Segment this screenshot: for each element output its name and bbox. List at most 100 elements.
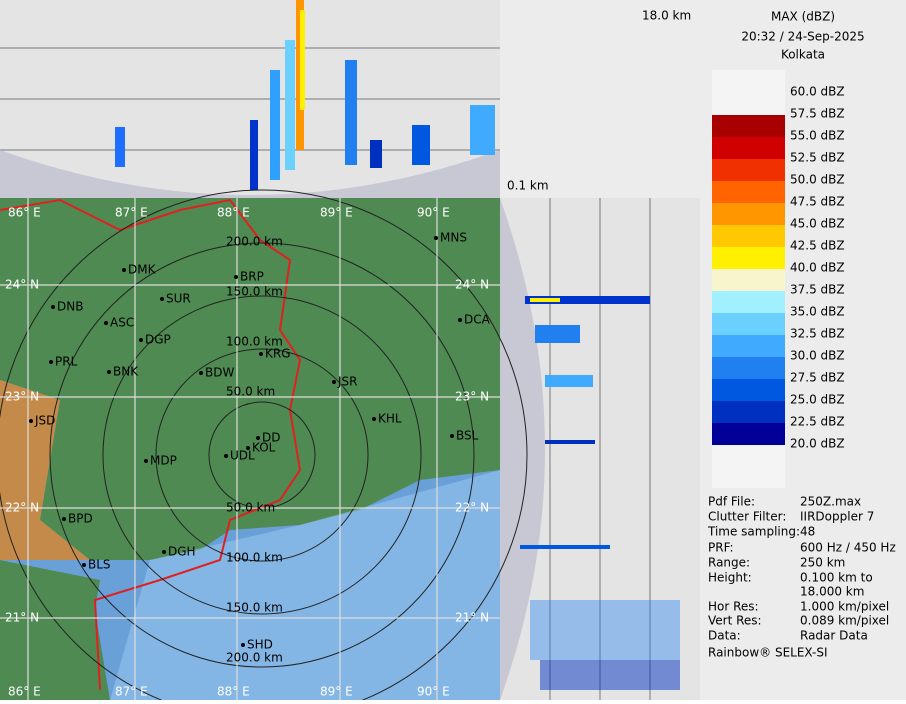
legend-swatch (712, 137, 785, 159)
station-label: BSL (456, 429, 479, 443)
product-title: MAX (dBZ) (771, 10, 835, 24)
station-dot (246, 446, 250, 450)
station-label: JSR (337, 375, 358, 389)
legend-label: 37.5 dBZ (790, 283, 845, 297)
site-name: Kolkata (781, 48, 825, 62)
legend-label: 20.0 dBZ (790, 437, 845, 451)
station-label: ASC (110, 316, 134, 330)
station-dot (241, 643, 245, 647)
info-value: 250 km (800, 556, 845, 570)
info-key: Range: (708, 556, 750, 570)
info-value: 48 (800, 525, 815, 539)
station-label: BLS (88, 558, 111, 572)
lat-label: 23° N (5, 390, 39, 404)
station-dot (107, 370, 111, 374)
station-label: SHD (247, 638, 273, 652)
station-dot (122, 268, 126, 272)
lon-label: 90° E (417, 206, 450, 220)
station-dot (199, 371, 203, 375)
station-label: BNK (113, 365, 139, 379)
station-label: KHL (378, 412, 402, 426)
station-label: BDW (205, 366, 234, 380)
info-value: 0.100 km to (800, 571, 873, 585)
info-key: Time sampling: (707, 525, 800, 539)
ring-label: 150.0 km (226, 285, 283, 299)
legend-swatch (712, 401, 785, 423)
lon-label: 86° E (8, 685, 41, 699)
legend-label: 32.5 dBZ (790, 327, 845, 341)
lat-label: 22° N (455, 501, 489, 515)
legend-label: 42.5 dBZ (790, 239, 845, 253)
legend-label: 47.5 dBZ (790, 195, 845, 209)
station-dot (259, 352, 263, 356)
ring-label: 50.0 km (226, 385, 275, 399)
lat-label: 23° N (455, 390, 489, 404)
info-value: 1.000 km/pixel (800, 600, 889, 614)
lat-label: 24° N (5, 278, 39, 292)
station-label: DCA (464, 313, 491, 327)
lon-label: 87° E (115, 685, 148, 699)
right-profile (500, 198, 700, 700)
legend-label: 30.0 dBZ (790, 349, 845, 363)
legend-label: 35.0 dBZ (790, 305, 845, 319)
station-label: MNS (440, 231, 467, 245)
legend-swatch (712, 335, 785, 357)
legend-swatch (712, 159, 785, 181)
legend-swatch (712, 423, 785, 445)
info-key: Data: (708, 629, 741, 643)
lon-label: 88° E (217, 206, 250, 220)
ring-label: 150.0 km (226, 601, 283, 615)
station-dot (234, 275, 238, 279)
station-dot (49, 360, 53, 364)
station-label: DD (262, 431, 280, 445)
lon-label: 90° E (417, 685, 450, 699)
station-dot (51, 305, 55, 309)
info-key: Hor Res: (708, 600, 759, 614)
info-key: Vert Res: (708, 614, 762, 628)
bottom-height: 0.1 km (507, 179, 549, 193)
station-dot (372, 417, 376, 421)
station-dot (62, 517, 66, 521)
legend-swatch (712, 203, 785, 225)
station-label: JSD (34, 414, 55, 428)
datetime: 20:32 / 24-Sep-2025 (741, 30, 864, 44)
map (0, 189, 528, 704)
station-dot (82, 563, 86, 567)
station-label: SUR (166, 292, 191, 306)
station-dot (256, 436, 260, 440)
credit: Rainbow® SELEX-SI (708, 646, 828, 660)
lat-label: 24° N (455, 278, 489, 292)
lon-label: 86° E (8, 206, 41, 220)
lon-label: 88° E (217, 685, 250, 699)
station-dot (29, 419, 33, 423)
info-value: 0.089 km/pixel (800, 614, 889, 628)
legend-label: 27.5 dBZ (790, 371, 845, 385)
station-dot (144, 459, 148, 463)
info-value: 18.000 km (800, 585, 864, 599)
station-label: KOL (252, 441, 276, 455)
station-dot (162, 550, 166, 554)
station-dot (160, 297, 164, 301)
ring-label: 200.0 km (226, 235, 283, 249)
legend-swatch (712, 291, 785, 313)
lat-label: 21° N (455, 611, 489, 625)
legend-label: 60.0 dBZ (790, 85, 845, 99)
ring-label: 100.0 km (226, 551, 283, 565)
lon-label: 89° E (320, 206, 353, 220)
info-key: Height: (708, 571, 752, 585)
legend-swatch (712, 357, 785, 379)
top-profile (0, 0, 500, 198)
station-dot (139, 338, 143, 342)
info-key: PRF: (708, 541, 734, 555)
legend-swatch (712, 247, 785, 269)
ring-label: 50.0 km (226, 501, 275, 515)
info-value: 250Z.max (800, 495, 861, 509)
legend-label: 50.0 dBZ (790, 173, 845, 187)
station-dot (224, 454, 228, 458)
top-height: 18.0 km (642, 9, 691, 23)
legend-swatch (712, 313, 785, 335)
station-dot (104, 321, 108, 325)
station-label: UDL (230, 449, 255, 463)
ring-label: 100.0 km (226, 335, 283, 349)
